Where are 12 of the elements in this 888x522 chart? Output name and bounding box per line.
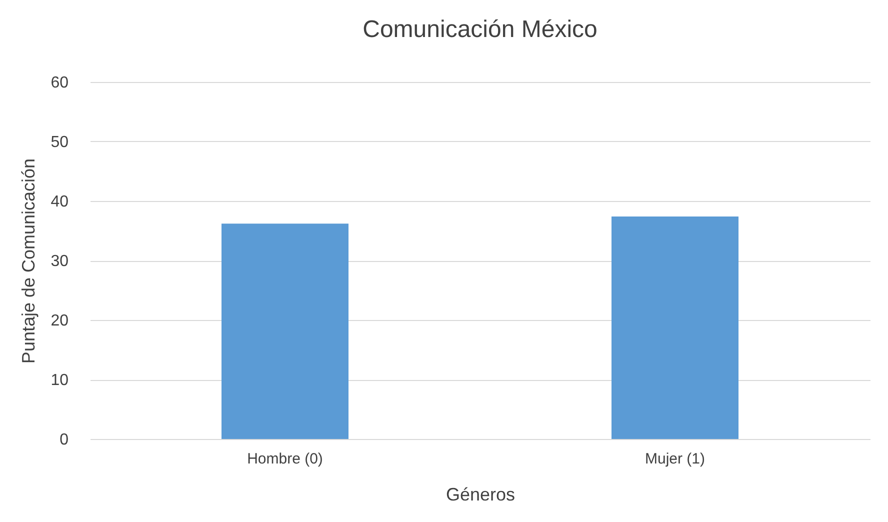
x-tick-label: Hombre (0) [247, 450, 323, 468]
y-tick-label: 60 [50, 74, 69, 92]
y-tick-label: 50 [50, 134, 69, 151]
x-tick-label: Mujer (1) [644, 450, 706, 468]
chart-title: Comunicación México [362, 16, 598, 43]
y-axis-title: Puntaje de Comunicación [18, 158, 39, 364]
y-tick-label: 20 [50, 312, 69, 330]
y-tick-label: 40 [50, 194, 69, 210]
y-tick-label: 0 [60, 432, 69, 448]
y-tick-label: 30 [50, 253, 69, 270]
y-tick-label: 10 [50, 372, 69, 389]
x-axis-title: Géneros [446, 484, 516, 504]
